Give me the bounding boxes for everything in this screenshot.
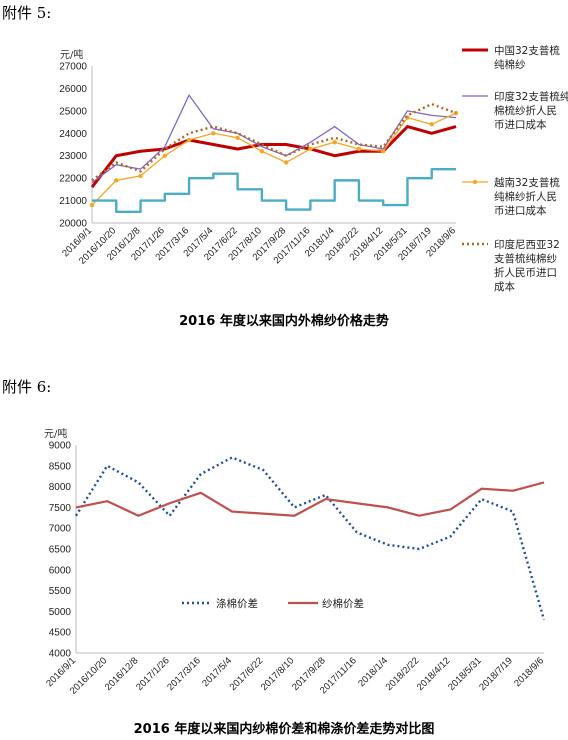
chart-title: 2016 年度以来国内纱棉价差和棉涤价差走势对比图: [134, 721, 435, 737]
y-tick-label: 23000: [59, 151, 87, 162]
y-tick-label: 22000: [59, 174, 87, 185]
y-unit-label: 元/吨: [60, 48, 83, 61]
series-line-3: [91, 102, 457, 182]
y-tick-label: 20000: [59, 219, 87, 230]
series-line-0: [90, 125, 457, 189]
series-point-2: [308, 146, 313, 152]
y-tick-label: 25000: [59, 106, 87, 117]
series-point-2: [332, 140, 337, 145]
series-point-2: [283, 160, 289, 165]
y-tick-label: 9000: [49, 441, 72, 452]
series-line-2: [91, 112, 457, 206]
attachment-5-heading: 附件 5:: [2, 4, 52, 22]
series-line-1: [75, 481, 545, 517]
legend-label: 涤棉价差: [216, 597, 258, 610]
y-tick-label: 8500: [49, 461, 72, 472]
legend-label: 越南32支普梳纯棉纱折人民币进口成本: [494, 176, 560, 217]
series-line-1: [91, 94, 457, 184]
legend-label: 纱棉价差: [322, 597, 364, 610]
series-line-0: [74, 456, 546, 621]
y-tick-label: 7000: [49, 524, 72, 535]
legend-marker: [472, 179, 478, 185]
y-tick-label: 27000: [59, 62, 87, 73]
x-tick-label: 2018/7/19: [477, 655, 515, 693]
series-point-2: [186, 137, 192, 143]
y-tick-label: 6000: [49, 565, 72, 576]
y-tick-label: 4500: [49, 628, 72, 639]
legend-label: 中国32支普梳纯棉纱: [494, 44, 560, 71]
series-point-2: [211, 131, 216, 136]
y-tick-label: 8000: [49, 482, 72, 493]
yarn-spread-chart: 元/吨 4000 4500 5000 5500 6000 6500 7000 7500 8000 8…: [44, 427, 546, 737]
y-tick-label: 5500: [49, 586, 72, 597]
series-point-2: [89, 202, 95, 208]
y-tick-label: 24000: [59, 129, 87, 140]
series-point-2: [356, 146, 362, 152]
y-tick-label: 5000: [49, 607, 72, 618]
series-point-2: [259, 149, 265, 154]
legend-label: 印度32支普梳纯棉梳纱折人民币进口成本: [494, 90, 568, 131]
y-tick-label: 26000: [59, 84, 87, 95]
series-point-2: [138, 173, 143, 179]
attachment-6-heading: 附件 6:: [2, 378, 52, 396]
y-tick-label: 21000: [59, 196, 87, 207]
series-point-2: [235, 135, 240, 140]
y-tick-label: 6500: [49, 545, 72, 556]
series-point-2: [429, 122, 434, 127]
series-point-2: [453, 110, 459, 116]
legend-label: 印度尼西亚32 支普梳纯棉纱折人民币进口成本: [494, 238, 560, 293]
series-point-2: [162, 153, 167, 158]
chart-title: 2016 年度以来国内外棉纱价格走势: [179, 313, 389, 329]
y-tick-label: 4000: [49, 649, 72, 660]
series-point-2: [381, 149, 386, 154]
x-tick-label: 2017/3/16: [165, 655, 203, 693]
cotton-yarn-price-chart: 元/吨 20000 21000 22000 23000 24000 25000 26000 27…: [59, 44, 568, 329]
series-point-2: [114, 178, 119, 183]
x-tick-label: 2018/9/6: [512, 655, 546, 689]
y-tick-label: 7500: [49, 503, 72, 514]
series-line-4: [92, 167, 456, 213]
y-unit-label: 元/吨: [44, 427, 67, 440]
